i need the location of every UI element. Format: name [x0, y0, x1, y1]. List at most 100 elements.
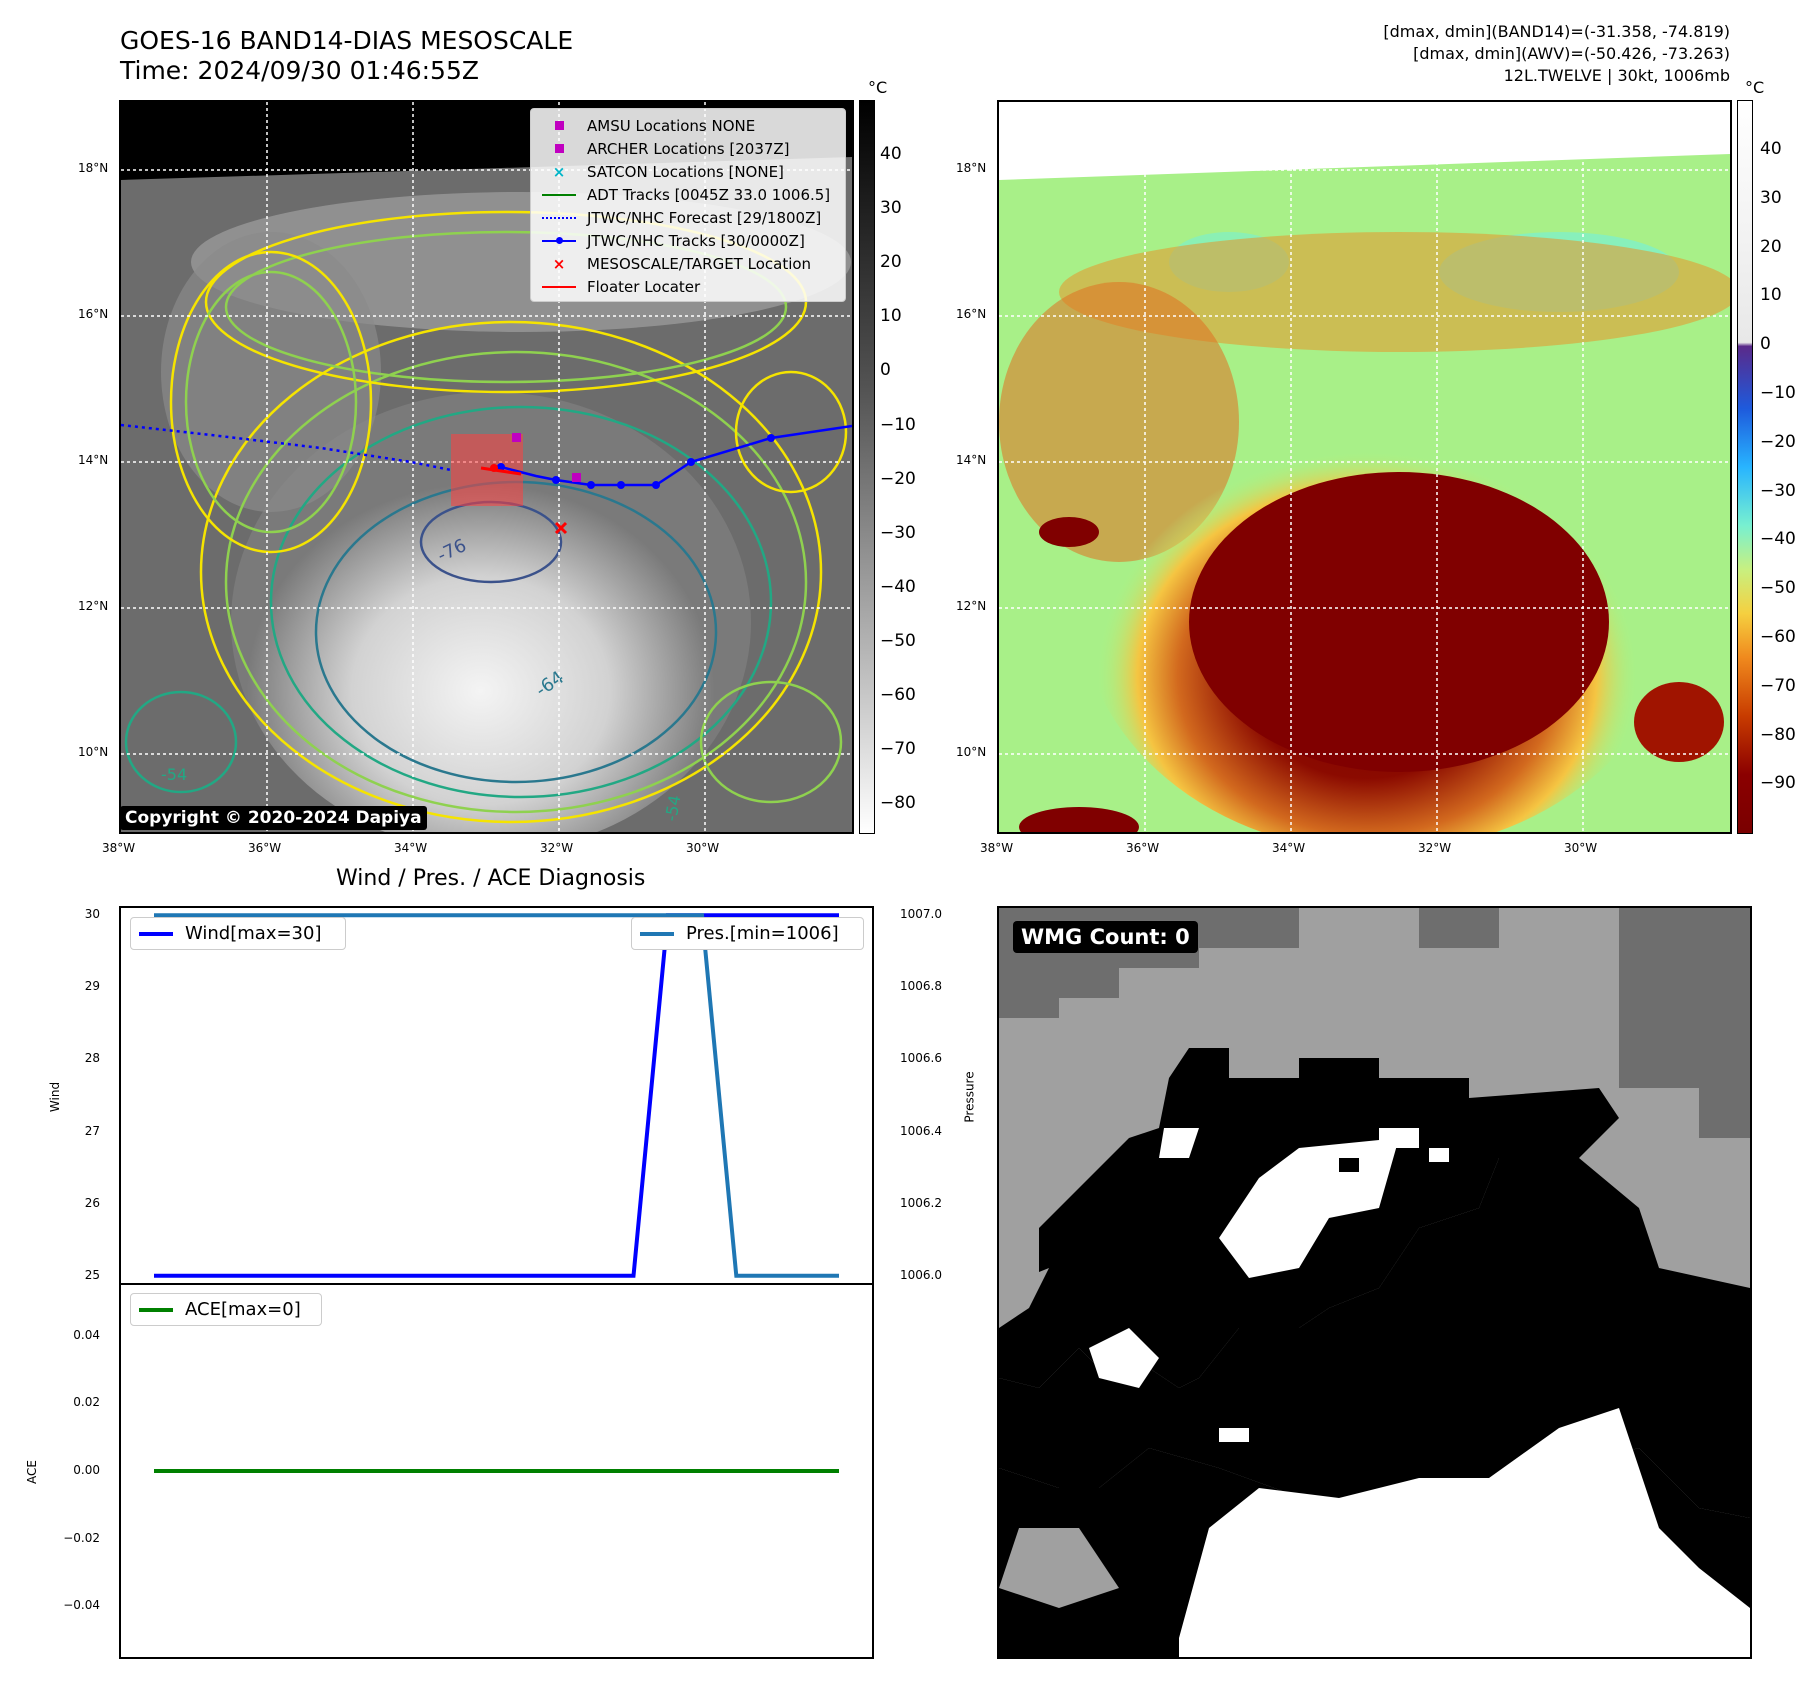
- lat-label-18: 18°N: [78, 161, 109, 175]
- colorbar-right-tick-4: 0: [1760, 334, 1771, 355]
- target-x-marker: [554, 521, 568, 535]
- colorbar-left-tick-10: −60: [880, 685, 916, 705]
- storm-info: 12L.TWELVE | 30kt, 1006mb: [1503, 66, 1730, 85]
- awv-lat-label-16: 16°N: [956, 307, 987, 321]
- colorbar-left: [859, 100, 875, 834]
- awv-lat-label-14: 14°N: [956, 453, 987, 467]
- wind-series-line: [154, 913, 839, 1278]
- awv-range: [dmax, dmin](AWV)=(-50.426, -73.263): [1413, 44, 1730, 63]
- colorbar-left-tick-6: −20: [880, 468, 916, 489]
- ace-tick-4: −0.04: [63, 1598, 100, 1613]
- colorbar-right-tick-8: −40: [1760, 529, 1796, 550]
- pressure-tick-3: 1006.4: [900, 1123, 942, 1138]
- colorbar-left-tick-9: −50: [880, 630, 916, 651]
- awv-lon-label-34: 34°W: [1272, 841, 1306, 855]
- colorbar-right-tick-6: −20: [1760, 431, 1796, 452]
- lon-label-36: 36°W: [248, 841, 282, 855]
- ace-plot: [154, 1469, 839, 1473]
- colorbar-left-tick-2: 20: [880, 252, 902, 273]
- colorbar-left-unit: °C: [868, 78, 888, 97]
- contour-label-54a: -54: [161, 765, 187, 784]
- ace-tick-3: −0.02: [63, 1530, 100, 1545]
- lon-label-32: 32°W: [540, 841, 574, 855]
- colorbar-right-tick-1: 30: [1760, 187, 1782, 208]
- legend-target: × MESOSCALE/TARGET Location: [552, 254, 812, 273]
- pressure-series-line: [154, 913, 839, 1278]
- colorbar-left-tick-7: −30: [880, 522, 916, 543]
- legend-amsu: AMSU Locations NONE: [539, 114, 837, 137]
- wind-tick-4: 26: [84, 1195, 100, 1210]
- awv-map-panel: [997, 100, 1732, 834]
- wmg-image: [999, 908, 1750, 1657]
- lat-label-16: 16°N: [78, 307, 109, 321]
- lat-label-10: 10°N: [78, 745, 109, 759]
- wmg-panel: [997, 906, 1752, 1659]
- colorbar-right-tick-13: −90: [1760, 773, 1796, 794]
- wind-pressure-plot: [154, 913, 839, 1278]
- ace-tick-2: 0.00: [73, 1463, 100, 1477]
- jtwc-track-points: [497, 434, 775, 489]
- colorbar-right-tick-2: 20: [1760, 236, 1782, 257]
- awv-lon-label-30: 30°W: [1564, 841, 1598, 855]
- copyright-badge: Copyright © 2020-2024 Dapiya: [120, 806, 427, 830]
- colorbar-right: [1737, 100, 1753, 834]
- colorbar-left-tick-11: −70: [880, 739, 916, 760]
- ace-panel: [119, 1283, 874, 1659]
- ace-axis-label: ACE: [24, 1460, 39, 1484]
- colorbar-left-tick-12: −80: [880, 793, 916, 814]
- lat-label-12: 12°N: [78, 599, 109, 613]
- diagnosis-title: Wind / Pres. / ACE Diagnosis: [336, 866, 646, 891]
- awv-lon-label-38: 38°W: [980, 841, 1014, 855]
- legend-archer: ARCHER Locations [2037Z]: [539, 137, 837, 160]
- awv-lat-label-12: 12°N: [956, 599, 987, 613]
- wind-axis-label: Wind: [48, 1081, 63, 1113]
- colorbar-right-tick-0: 40: [1760, 139, 1782, 159]
- pressure-tick-2: 1006.6: [900, 1051, 942, 1066]
- archer-marker-2: [572, 473, 581, 482]
- pressure-axis-label: Pressure: [962, 1071, 977, 1123]
- ace-tick-0: 0.04: [73, 1327, 100, 1342]
- pressure-tick-4: 1006.2: [900, 1195, 942, 1210]
- floater-locater: [480, 466, 522, 476]
- wind-tick-3: 27: [84, 1123, 100, 1138]
- ace-tick-1: 0.02: [73, 1395, 100, 1410]
- map-legend: AMSU Locations NONE ARCHER Locations [20…: [530, 108, 846, 302]
- colorbar-right-tick-7: −30: [1760, 480, 1796, 501]
- lon-label-38: 38°W: [102, 841, 136, 855]
- pressure-tick-1: 1006.8: [900, 979, 942, 994]
- colorbar-left-tick-3: 10: [880, 306, 902, 327]
- band14-range: [dmax, dmin](BAND14)=(-31.358, -74.819): [1383, 22, 1730, 41]
- colorbar-left-tick-1: 30: [880, 198, 902, 219]
- awv-lon-label-32: 32°W: [1418, 841, 1452, 855]
- pressure-tick-0: 1007.0: [900, 907, 942, 922]
- figure-title: GOES-16 BAND14-DIAS MESOSCALE: [120, 26, 574, 55]
- colorbar-right-unit: °C: [1745, 78, 1765, 97]
- legend-floater: Floater Locater: [539, 275, 837, 298]
- awv-map-image: [999, 102, 1730, 832]
- ace-legend: ACE[max=0]: [130, 1293, 322, 1326]
- colorbar-left-tick-0: 40: [880, 144, 902, 164]
- colorbar-right-tick-12: −80: [1760, 724, 1796, 745]
- awv-lon-label-36: 36°W: [1126, 841, 1160, 855]
- colorbar-right-tick-9: −50: [1760, 578, 1796, 599]
- awv-lat-label-18: 18°N: [956, 161, 987, 175]
- legend-forecast: JTWC/NHC Forecast [29/1800Z]: [539, 206, 837, 229]
- lon-label-34: 34°W: [394, 841, 428, 855]
- colorbar-right-tick-11: −70: [1760, 675, 1796, 696]
- wind-tick-2: 28: [84, 1051, 100, 1066]
- wind-tick-1: 29: [84, 979, 100, 994]
- wmg-count-badge: WMG Count: 0: [1013, 921, 1198, 953]
- colorbar-right-tick-10: −60: [1760, 627, 1796, 647]
- wind-pressure-panel: [119, 906, 874, 1285]
- lon-label-30: 30°W: [686, 841, 720, 855]
- colorbar-right-tick-5: −10: [1760, 383, 1796, 403]
- colorbar-left-tick-8: −40: [880, 576, 916, 597]
- awv-lat-label-10: 10°N: [956, 745, 987, 759]
- pressure-tick-5: 1006.0: [900, 1267, 942, 1282]
- wind-legend: Wind[max=30]: [130, 917, 346, 950]
- wind-tick-0: 30: [84, 907, 100, 922]
- legend-tracks: JTWC/NHC Tracks [30/0000Z]: [539, 229, 837, 252]
- wind-tick-5: 25: [84, 1267, 100, 1282]
- figure-time: Time: 2024/09/30 01:46:55Z: [120, 56, 479, 85]
- legend-satcon: × SATCON Locations [NONE]: [552, 162, 784, 181]
